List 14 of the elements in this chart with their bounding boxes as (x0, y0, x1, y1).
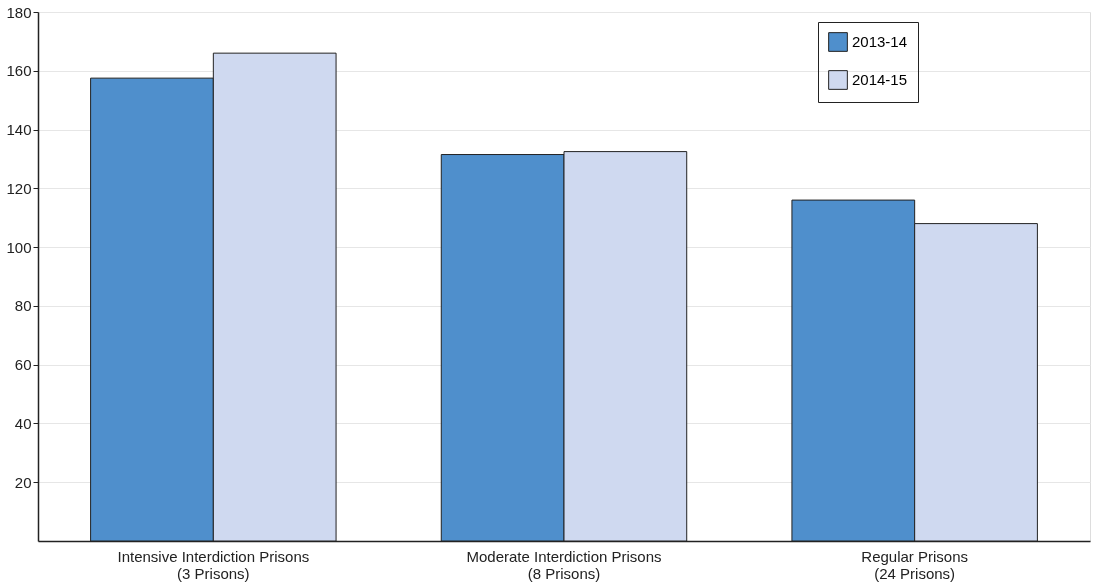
y-tick-label: 160 (6, 62, 32, 80)
y-tick-label: 140 (6, 121, 32, 139)
y-tick-label: 20 (14, 473, 32, 491)
y-tick-label: 100 (6, 238, 32, 256)
y-tick-label: 80 (14, 297, 32, 315)
y-tick-label: 60 (14, 356, 32, 374)
y-tick-label: 40 (14, 414, 32, 432)
x-tick-label: Intensive Interdiction Prisons (3 Prisons) (117, 547, 310, 582)
legend-label: 2013-14 (852, 33, 908, 50)
legend-label: 2014-15 (852, 71, 908, 88)
y-tick-label: 180 (6, 3, 32, 21)
x-tick-label: Regular Prisons (24 Prisons) (861, 547, 969, 582)
y-tick-label: 120 (6, 179, 32, 197)
x-tick-label: Moderate Interdiction Prisons (8 Prisons) (466, 547, 662, 582)
